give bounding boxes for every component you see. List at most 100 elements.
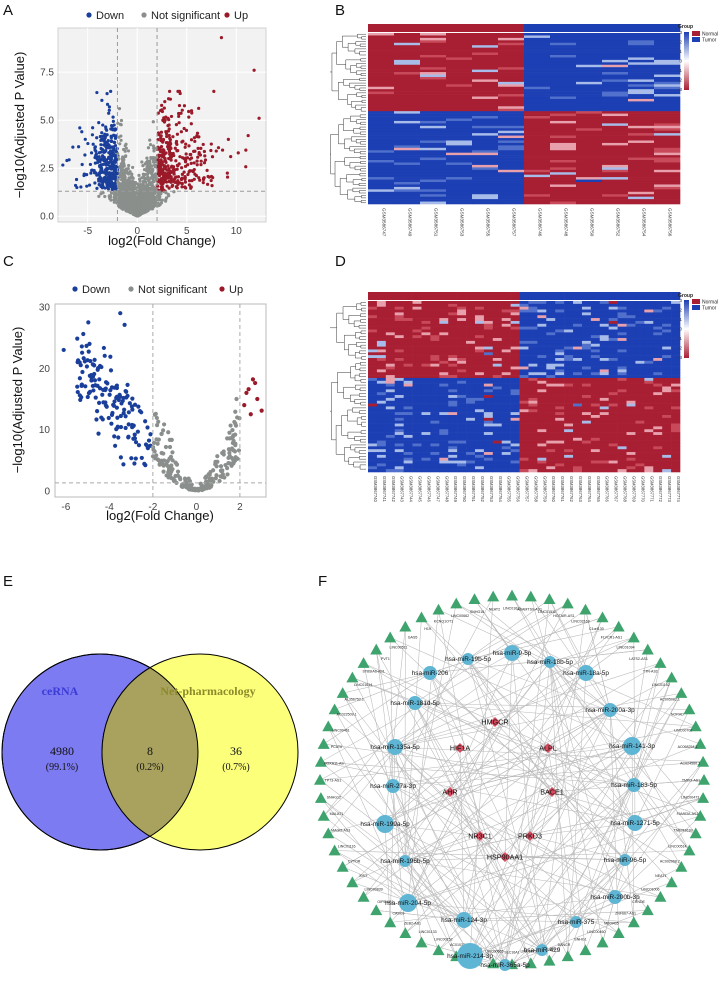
heatmap-cell [394,409,404,413]
heatmap-cell [368,335,378,339]
x-tick-label: -2 [148,502,157,513]
heatmap-cell [483,332,494,336]
heatmap-cell [653,392,663,396]
heatmap-cell [368,338,378,342]
heatmap-cell [644,426,654,430]
heatmap-cell [501,329,511,333]
heatmap-cell [498,40,525,44]
heatmap-cell [492,355,503,359]
heatmap-cell [617,303,627,307]
data-point [165,184,169,188]
dendrogram-branch [359,114,366,118]
heatmap-cell [581,338,592,342]
heatmap-cell [662,306,672,310]
heatmap-cell [602,162,629,166]
heatmap-cell [576,84,603,88]
heatmap-cell [626,417,636,421]
heatmap-cell [576,40,603,44]
heatmap-cell [420,128,447,132]
dendrogram-branch [344,334,356,351]
data-point [168,169,172,174]
heatmap-cell [576,194,603,197]
heatmap-cell [662,415,672,419]
heatmap-cell [394,37,421,41]
heatmap-cell [368,150,395,153]
heatmap-cell [394,415,404,419]
heatmap-cell [626,363,636,367]
heatmap-cell [421,377,431,382]
heatmap-cell [654,177,681,180]
heatmap-cell [394,346,404,350]
heatmap-cell [472,45,499,48]
heatmap-cell [457,340,467,345]
heatmap-cell [439,375,449,379]
heatmap-cell [394,201,421,205]
dendrogram-branch [359,190,366,194]
heatmap-cell [671,400,681,404]
heatmap-cell [599,423,609,427]
heatmap-cell [576,72,603,75]
heatmap-cell [644,315,654,319]
heatmap-cell [483,355,494,359]
heatmap-cell [439,355,449,359]
heatmap-cell [394,332,404,336]
heatmap-cell [602,123,629,127]
heatmap-cell [635,303,645,307]
heatmap-cell [510,429,520,433]
heatmap-cell [420,103,447,107]
heatmap-cell [599,372,609,376]
heatmap-cell [510,366,520,370]
group-annotation-cell [524,24,551,32]
heatmap-cell [576,135,603,139]
heatmap-cell [472,118,499,122]
heatmap-cell [550,177,577,180]
heatmap-cell [555,360,565,364]
heatmap-cell [501,372,511,376]
heatmap-cell [644,392,654,396]
heatmap-cell [528,397,538,402]
heatmap-cell [498,37,525,41]
heatmap-cell [448,389,458,393]
dendrogram-branch [360,379,366,383]
heatmap-cell [501,326,511,330]
heatmap-cell [498,57,525,61]
heatmap-cell [466,326,476,330]
heatmap-cell [403,369,413,373]
heatmap-cell [421,332,431,336]
heatmap-cell [403,363,413,367]
heatmap-cell [581,392,592,396]
heatmap-cell [510,318,520,322]
heatmap-cell [466,346,476,350]
heatmap-cell [550,169,577,173]
heatmap-cell [420,186,447,190]
heatmap-cell [550,86,577,90]
data-point [236,448,242,453]
heatmap-cell [524,201,551,205]
heatmap-cell [376,363,387,367]
heatmap-cell [430,320,440,325]
heatmap-cell [602,182,629,185]
data-point [172,170,176,174]
data-point [149,156,153,160]
heatmap-cell [581,375,592,379]
dendrogram-branch [355,41,366,46]
heatmap-cell [394,45,421,48]
data-point [180,185,184,189]
heatmap-cell [394,335,404,339]
heatmap-cell [537,303,547,307]
volcano-c-xlabel: log2(Fold Change) [106,508,214,523]
data-point [92,171,97,175]
heatmap-cell [420,50,447,53]
heatmap-cell [573,386,583,390]
heatmap-cell [608,406,618,410]
heatmap-cell [576,108,603,112]
data-point [227,450,232,456]
heatmap-cell [412,395,422,399]
heatmap-cell [510,320,520,325]
heatmap-cell [644,312,654,316]
heatmap-cell [474,352,485,356]
data-point [120,177,124,181]
heatmap-cell [576,45,603,48]
heatmap-cell [602,167,629,171]
data-point [193,139,197,143]
